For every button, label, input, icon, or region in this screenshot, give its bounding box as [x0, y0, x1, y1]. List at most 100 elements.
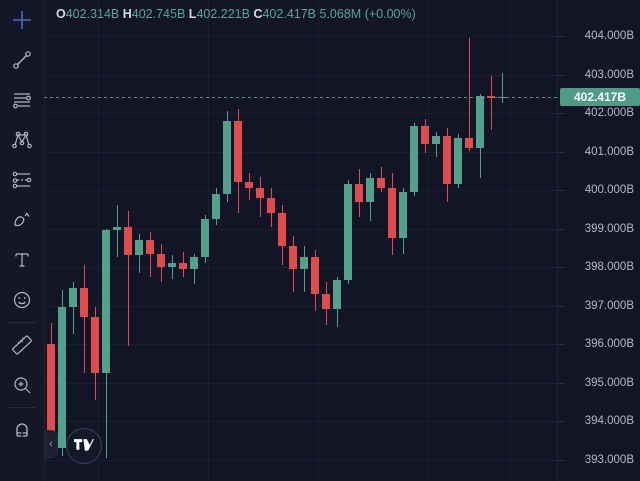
candle-body-down [124, 226, 132, 256]
candle-body-down [256, 188, 264, 198]
candle-body-up [113, 226, 121, 231]
candle-body-up [498, 96, 506, 99]
ohlc-legend: O402.314B H402.745B L402.221B C402.417B … [56, 5, 416, 23]
volume-value: 5.068M [319, 7, 362, 21]
price-axis-label: 393.000B [584, 453, 634, 466]
price-axis-label: 396.000B [584, 338, 634, 350]
low-label: L [188, 7, 197, 21]
current-price-line [44, 96, 558, 98]
tradingview-logo[interactable] [66, 428, 102, 464]
price-axis-label: 399.000B [584, 222, 634, 235]
change-value: (+0.00%) [364, 7, 416, 21]
high-label: H [122, 7, 132, 21]
grid-line [44, 190, 558, 191]
candle-body-up [201, 218, 209, 258]
price-axis-label: 402.000B [584, 107, 634, 119]
drawing-toolbar [0, 0, 45, 481]
grid-line-vertical [98, 0, 99, 481]
price-tick [558, 74, 565, 76]
pattern-icon[interactable] [0, 120, 44, 160]
candle-body-down [355, 184, 363, 202]
candle-wick [435, 132, 437, 158]
price-tick [558, 190, 565, 191]
candle-body-up [168, 263, 176, 267]
candle-body-down [157, 253, 165, 267]
candle-body-up [300, 257, 308, 269]
horizontal-lines-icon[interactable] [0, 80, 44, 120]
grid-line [44, 421, 558, 422]
candle-body-down [278, 213, 286, 246]
toolbar-divider [8, 322, 36, 323]
candle-body-up [102, 230, 110, 373]
candle-body-down [245, 182, 253, 189]
price-axis-label: 400.000B [584, 184, 634, 196]
price-tick [558, 344, 565, 345]
prediction-icon[interactable] [0, 160, 44, 200]
candle-body-up [366, 178, 374, 202]
price-axis-label: 394.000B [584, 415, 634, 427]
candle-body-up [212, 193, 220, 219]
collapse-toolbar-button[interactable]: ‹ [44, 430, 58, 458]
candle-body-up [69, 288, 77, 308]
candle-wick [171, 255, 173, 279]
candle-body-up [344, 184, 352, 281]
open-value: 402.314B [65, 7, 120, 21]
zoom-in-icon[interactable] [0, 365, 44, 405]
brush-icon[interactable] [0, 200, 44, 240]
candle-body-down [146, 240, 154, 254]
tradingview-logo-icon [74, 439, 94, 451]
low-value: 402.221B [196, 7, 250, 21]
candle-body-down [377, 178, 385, 189]
magnet-icon[interactable] [0, 410, 44, 450]
toolbar-divider [8, 407, 36, 408]
candle-body-down [388, 188, 396, 239]
price-tick [558, 113, 565, 114]
candle-body-down [443, 136, 451, 185]
close-value: 402.417B [262, 7, 317, 21]
grid-line [44, 459, 558, 461]
candle-body-up [410, 126, 418, 192]
crosshair-icon[interactable] [0, 0, 44, 40]
price-axis[interactable]: 402.417B 404.000B 403.000B 402.000B 401.000… [557, 0, 640, 481]
candle-wick [72, 282, 74, 335]
candle-body-down [80, 288, 88, 318]
candle-wick [127, 211, 129, 346]
grid-line [44, 36, 558, 37]
candle-body-down [267, 197, 275, 214]
grid-line [44, 151, 558, 153]
candle-body-down [311, 257, 319, 294]
grid-line-vertical [510, 0, 511, 481]
grid-line [44, 74, 558, 76]
close-label: C [253, 7, 263, 21]
price-axis-label: 398.000B [584, 261, 634, 273]
candle-body-down [487, 95, 495, 98]
candle-body-down [322, 293, 330, 310]
grid-line-vertical [318, 0, 319, 481]
price-tick [558, 151, 565, 153]
candle-body-up [58, 307, 66, 448]
candle-wick [468, 37, 470, 152]
candle-body-up [399, 191, 407, 239]
price-tick [558, 421, 565, 422]
emoji-icon[interactable] [0, 280, 44, 320]
chart-canvas[interactable] [44, 0, 558, 481]
price-tick [558, 228, 565, 230]
price-axis-label: 403.000B [584, 68, 634, 81]
candle-body-down [234, 120, 242, 183]
grid-line [44, 305, 558, 307]
grid-line [44, 228, 558, 230]
measure-icon[interactable] [0, 325, 44, 365]
candle-wick [83, 265, 85, 373]
candle-body-down [289, 245, 297, 269]
candle-body-up [135, 240, 143, 256]
candle-wick [490, 76, 492, 131]
candle-body-up [333, 280, 341, 310]
grid-line-vertical [428, 0, 429, 481]
text-icon[interactable] [0, 240, 44, 280]
current-price-badge: 402.417B [560, 87, 640, 106]
candle-body-up [476, 95, 484, 148]
trend-line-icon[interactable] [0, 40, 44, 80]
open-label: O [56, 7, 66, 21]
price-tick [558, 305, 565, 307]
price-tick [558, 267, 565, 268]
